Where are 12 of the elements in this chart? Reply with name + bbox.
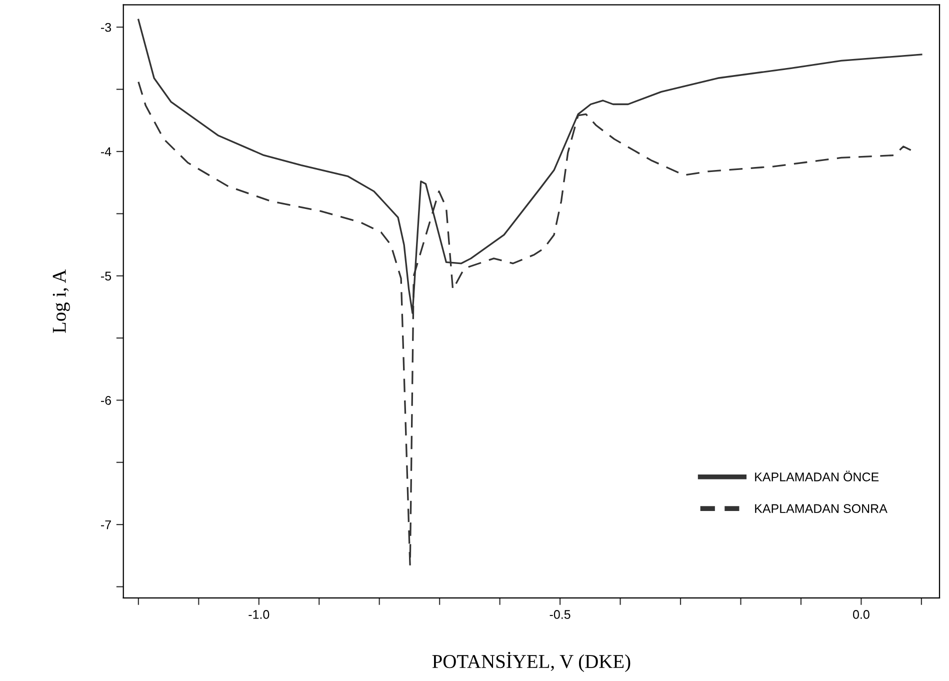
x-axis-title: POTANSİYEL, V (DKE)	[432, 652, 630, 672]
x-tick-label: -0.5	[550, 610, 570, 619]
x-tick-label: -1.0	[248, 610, 270, 619]
y-tick-label: -5	[101, 272, 112, 281]
y-axis-title: Log i, A	[52, 269, 70, 333]
y-tick-label: -3	[101, 22, 112, 32]
y-tick-label: -7	[101, 520, 111, 530]
x-tick-label: 0.0	[853, 610, 870, 619]
y-tick-label: -6	[101, 396, 112, 405]
legend-label: KAPLAMADAN ÖNCE	[755, 470, 879, 482]
y-tick-label: -4	[101, 147, 112, 156]
legend-label: KAPLAMADAN SONRA	[755, 504, 888, 514]
